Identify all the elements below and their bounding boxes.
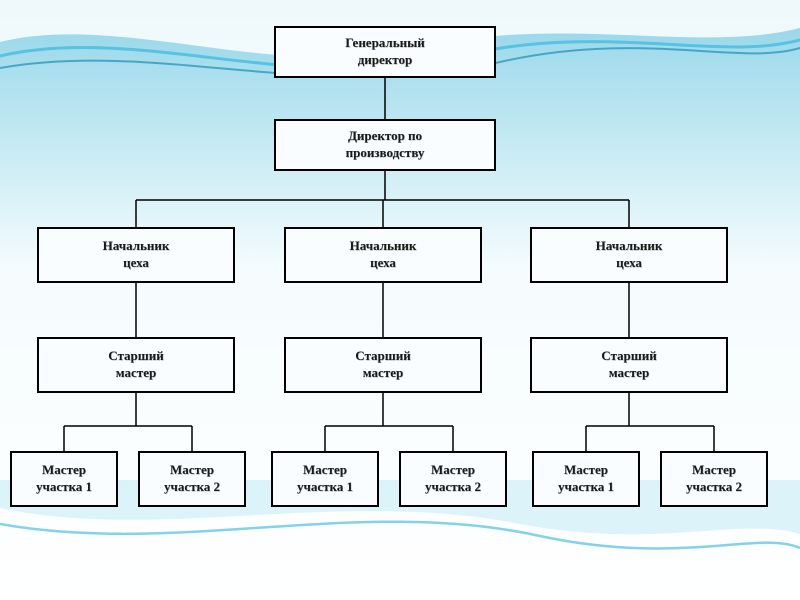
org-node-sm1: Старший мастер xyxy=(37,337,235,393)
node-label: Начальник цеха xyxy=(596,238,663,272)
org-node-dep3: Начальник цеха xyxy=(530,227,728,283)
org-node-m22: Мастер участка 2 xyxy=(399,451,507,507)
node-label: Старший мастер xyxy=(108,348,163,382)
node-label: Начальник цеха xyxy=(350,238,417,272)
org-node-root: Генеральный директор xyxy=(274,26,496,78)
org-node-sm2: Старший мастер xyxy=(284,337,482,393)
org-node-dep2: Начальник цеха xyxy=(284,227,482,283)
org-node-m31: Мастер участка 1 xyxy=(532,451,640,507)
node-label: Мастер участка 1 xyxy=(558,462,614,496)
node-label: Генеральный директор xyxy=(345,35,424,69)
node-label: Старший мастер xyxy=(355,348,410,382)
node-label: Мастер участка 1 xyxy=(36,462,92,496)
node-label: Директор по производству xyxy=(346,128,425,162)
node-label: Мастер участка 2 xyxy=(686,462,742,496)
node-label: Мастер участка 2 xyxy=(164,462,220,496)
node-label: Старший мастер xyxy=(601,348,656,382)
node-label: Мастер участка 1 xyxy=(297,462,353,496)
node-label: Начальник цеха xyxy=(103,238,170,272)
org-node-dep1: Начальник цеха xyxy=(37,227,235,283)
node-label: Мастер участка 2 xyxy=(425,462,481,496)
org-chart-container: Генеральный директор Директор по производ… xyxy=(0,0,800,600)
org-node-m21: Мастер участка 1 xyxy=(271,451,379,507)
org-node-sm3: Старший мастер xyxy=(530,337,728,393)
org-node-lvl2: Директор по производству xyxy=(274,119,496,171)
connector-layer xyxy=(0,0,800,600)
org-node-m11: Мастер участка 1 xyxy=(10,451,118,507)
org-node-m32: Мастер участка 2 xyxy=(660,451,768,507)
org-node-m12: Мастер участка 2 xyxy=(138,451,246,507)
